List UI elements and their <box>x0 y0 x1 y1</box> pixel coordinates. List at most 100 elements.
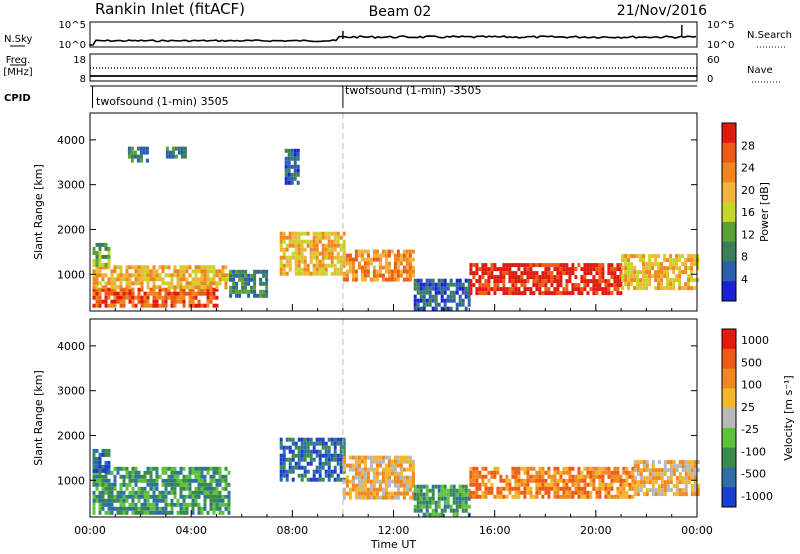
velocity-echo-cell-r0 <box>218 490 222 495</box>
velocity-echo-cell-r2 <box>330 473 334 478</box>
power-echo-cell-r8 <box>396 269 400 274</box>
velocity-echo-cell-r0 <box>140 486 144 491</box>
power-echo-cell-r7 <box>284 180 288 185</box>
velocity-echo-cell-r1 <box>92 460 96 465</box>
velocity-echo-cell-r0 <box>170 486 174 491</box>
power-echo-cell-r1 <box>185 277 189 282</box>
power-echo-cell-r1 <box>101 285 105 290</box>
freq-label-line2: [MHz] <box>3 67 32 78</box>
power-echo-cell-r10 <box>514 291 518 296</box>
velocity-echo-cell-r0 <box>92 478 96 483</box>
velocity-echo-cell-r5 <box>514 470 518 475</box>
velocity-echo-cell-r3 <box>372 471 376 476</box>
power-echo-cell-r0 <box>170 299 174 304</box>
power-echo-cell-r11 <box>687 282 691 287</box>
power-echo-cell-r9 <box>443 286 447 291</box>
power-echo-cell-r11 <box>639 254 643 259</box>
velocity-echo-cell-r5 <box>625 478 629 483</box>
velocity-echo-cell-r0 <box>98 478 102 483</box>
velocity-echo-cell-r0 <box>128 506 132 511</box>
velocity-echo-cell-r2 <box>339 469 343 474</box>
power-echo-cell-r9 <box>419 298 423 303</box>
velocity-echo-cell-r0 <box>143 506 147 511</box>
power-echo-cell-r10 <box>556 271 560 276</box>
power-echo-cell-r8 <box>354 249 358 254</box>
power-echo-cell-r6 <box>312 271 316 276</box>
power-echo-cell-r1 <box>149 277 153 282</box>
velocity-echo-cell-r6 <box>675 464 679 469</box>
power-echo-cell-r6 <box>327 235 331 240</box>
power-echo-cell-r6 <box>291 231 295 236</box>
nsearch-label: N.Search <box>747 30 792 41</box>
power-echo-cell-r0 <box>209 295 213 300</box>
velocity-echo-cell-r0 <box>101 478 105 483</box>
velocity-echo-cell-r0 <box>227 490 231 495</box>
velocity-echo-cell-r5 <box>589 474 593 479</box>
velocity-echo-cell-r0 <box>218 474 222 479</box>
nsearch-tick-top: 10^5 <box>707 20 734 31</box>
velocity-ylabel: Slant Range [km] <box>32 370 45 466</box>
velocity-echo-cell-r5 <box>592 474 596 479</box>
velocity-echo-cell-r4 <box>461 500 465 505</box>
velocity-echo-cell-r0 <box>110 486 114 491</box>
power-echo-cell-r4 <box>177 150 181 155</box>
velocity-echo-cell-r5 <box>592 478 596 483</box>
power-echo-cell-r0 <box>152 291 156 296</box>
velocity-echo-cell-r5 <box>583 474 587 479</box>
velocity-echo-cell-r5 <box>523 494 527 499</box>
power-echo-cell-r1 <box>146 277 150 282</box>
velocity-echo-cell-r4 <box>425 508 429 513</box>
power-echo-cell-r8 <box>402 249 406 254</box>
velocity-echo-cell-r0 <box>152 510 156 515</box>
velocity-echo-cell-r6 <box>672 464 676 469</box>
velocity-echo-cell-r5 <box>529 478 533 483</box>
power-echo-cell-r10 <box>550 291 554 296</box>
velocity-echo-cell-r0 <box>203 498 207 503</box>
power-echo-cell-r6 <box>303 231 307 236</box>
velocity-echo-cell-r0 <box>191 494 195 499</box>
velocity-echo-cell-r6 <box>675 484 679 489</box>
power-echo-cell-r8 <box>345 273 349 278</box>
power-echo-cell-r1 <box>188 273 192 278</box>
velocity-echo-cell-r0 <box>170 478 174 483</box>
power-echo-cell-r1 <box>122 277 126 282</box>
power-echo-cell-r1 <box>95 277 99 282</box>
power-echo-cell-r10 <box>589 263 593 268</box>
velocity-echo-cell-r0 <box>215 470 219 475</box>
velocity-echo-cell-r4 <box>461 508 465 513</box>
power-echo-cell-r6 <box>339 247 343 252</box>
velocity-echo-cell-r5 <box>580 486 584 491</box>
power-echo-cell-r6 <box>309 251 313 256</box>
velocity-echo-cell-r6 <box>675 488 679 493</box>
velocity-echo-cell-r0 <box>176 470 180 475</box>
power-echo-cell-r11 <box>687 258 691 263</box>
power-echo-cell-r6 <box>294 255 298 260</box>
velocity-echo-cell-r0 <box>212 490 216 495</box>
power-echo-cell-r8 <box>363 261 367 266</box>
power-echo-cell-r9 <box>413 294 417 299</box>
power-echo-cell-r10 <box>478 287 482 292</box>
velocity-echo-cell-r0 <box>122 498 126 503</box>
velocity-echo-cell-r3 <box>411 479 415 484</box>
velocity-echo-cell-r0 <box>170 490 174 495</box>
power-echo-cell-r6 <box>300 247 304 252</box>
power-echo-cell-r6 <box>330 263 334 268</box>
power-colorbar-segment <box>722 221 736 243</box>
power-echo-cell-r11 <box>690 274 694 279</box>
power-echo-cell-r0 <box>131 291 135 296</box>
velocity-echo-cell-r0 <box>194 498 198 503</box>
velocity-echo-cell-r0 <box>188 466 192 471</box>
power-echo-cell-r1 <box>137 269 141 274</box>
power-echo-cell-r1 <box>212 277 216 282</box>
velocity-echo-cell-r5 <box>475 482 479 487</box>
velocity-echo-cell-r0 <box>149 478 153 483</box>
power-echo-cell-r0 <box>119 295 123 300</box>
velocity-echo-cell-r3 <box>351 475 355 480</box>
velocity-echo-cell-r5 <box>496 486 500 491</box>
power-echo-cell-r10 <box>604 291 608 296</box>
power-echo-cell-r11 <box>669 266 673 271</box>
velocity-echo-cell-r3 <box>387 467 391 472</box>
power-echo-cell-r9 <box>461 282 465 287</box>
velocity-echo-cell-r5 <box>499 494 503 499</box>
power-echo-cell-r9 <box>449 290 453 295</box>
